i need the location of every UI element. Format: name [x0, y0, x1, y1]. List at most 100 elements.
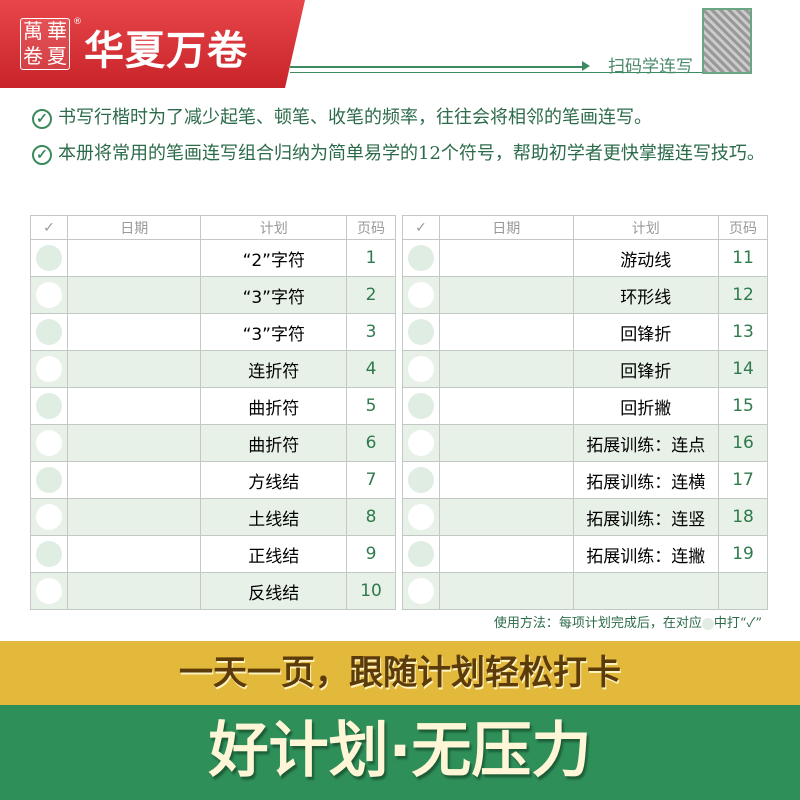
date-cell[interactable] [438, 313, 574, 351]
check-circle[interactable] [35, 319, 62, 345]
date-cell[interactable] [66, 498, 202, 536]
intro-item-text: 本册将常用的笔画连写组合归纳为简单易学的12个符号，帮助初学者更快掌握连写技巧。 [58, 143, 765, 164]
table-row: 回锋折 13 [402, 313, 768, 351]
table-row: 游动线 11 [402, 239, 768, 277]
table-row: 拓展训练：连点 16 [402, 424, 768, 462]
check-circle[interactable] [407, 319, 434, 345]
page-header: 页码 [718, 215, 768, 240]
check-cell[interactable] [30, 572, 68, 610]
check-circle[interactable] [407, 245, 434, 271]
date-cell[interactable] [66, 572, 202, 610]
qr-code[interactable] [702, 8, 752, 74]
date-cell[interactable] [438, 350, 574, 388]
date-cell[interactable] [66, 535, 202, 573]
divider [290, 72, 702, 73]
date-cell[interactable] [66, 387, 202, 425]
date-cell[interactable] [438, 239, 574, 277]
check-circle[interactable] [407, 504, 434, 530]
check-circle[interactable] [407, 467, 434, 493]
page-cell: 12 [718, 276, 768, 314]
plan-cell: 方线结 [200, 461, 348, 499]
check-circle[interactable] [407, 578, 434, 604]
registered-mark: ® [73, 17, 82, 27]
check-circle[interactable] [35, 393, 62, 419]
plan-cell: 曲折符 [200, 387, 348, 425]
check-circle[interactable] [35, 245, 62, 271]
plan-cell: 正线结 [200, 535, 348, 573]
page-cell: 9 [346, 535, 396, 573]
date-cell[interactable] [66, 350, 202, 388]
date-cell[interactable] [438, 572, 574, 610]
check-circle[interactable] [35, 578, 62, 604]
page-cell: 5 [346, 387, 396, 425]
check-cell[interactable] [402, 535, 440, 573]
check-cell[interactable] [402, 572, 440, 610]
check-cell[interactable] [30, 461, 68, 499]
check-cell[interactable] [30, 239, 68, 277]
check-circle-icon: ✓ [32, 109, 52, 129]
plan-cell: 回折撇 [572, 387, 720, 425]
check-cell[interactable] [402, 239, 440, 277]
check-cell[interactable] [402, 461, 440, 499]
check-circle[interactable] [407, 356, 434, 382]
date-cell[interactable] [66, 424, 202, 462]
check-cell[interactable] [402, 276, 440, 314]
check-circle[interactable] [35, 541, 62, 567]
date-cell[interactable] [438, 424, 574, 462]
check-circle[interactable] [407, 282, 434, 308]
check-cell[interactable] [402, 313, 440, 351]
date-cell[interactable] [66, 313, 202, 351]
check-cell[interactable] [30, 313, 68, 351]
table-row: 回折撇 15 [402, 387, 768, 425]
date-cell[interactable] [438, 461, 574, 499]
table-row: “2”字符 1 [30, 239, 396, 277]
date-cell[interactable] [438, 535, 574, 573]
table-row: 曲折符 5 [30, 387, 396, 425]
check-circle[interactable] [407, 393, 434, 419]
check-header: ✓ [402, 215, 440, 240]
date-cell[interactable] [438, 387, 574, 425]
date-cell[interactable] [66, 239, 202, 277]
page-cell: 18 [718, 498, 768, 536]
date-cell[interactable] [438, 498, 574, 536]
date-header: 日期 [438, 215, 574, 240]
plan-cell: 回锋折 [572, 313, 720, 351]
date-cell[interactable] [66, 461, 202, 499]
date-cell[interactable] [66, 276, 202, 314]
table-row: 回锋折 14 [402, 350, 768, 388]
plan-cell: 土线结 [200, 498, 348, 536]
check-cell[interactable] [402, 424, 440, 462]
plan-cell: 拓展训练：连点 [572, 424, 720, 462]
date-cell[interactable] [438, 276, 574, 314]
page-cell: 19 [718, 535, 768, 573]
check-cell[interactable] [30, 276, 68, 314]
table-row: 环形线 12 [402, 276, 768, 314]
table-row: 土线结 8 [30, 498, 396, 536]
page-cell: 14 [718, 350, 768, 388]
check-cell[interactable] [30, 387, 68, 425]
check-cell[interactable] [30, 498, 68, 536]
table-header: ✓ 日期 计划 页码 [30, 215, 396, 240]
check-circle[interactable] [35, 504, 62, 530]
plan-cell: 拓展训练：连横 [572, 461, 720, 499]
check-cell[interactable] [402, 350, 440, 388]
page-cell: 10 [346, 572, 396, 610]
brand-banner [0, 0, 305, 88]
check-circle[interactable] [407, 430, 434, 456]
table-row: 方线结 7 [30, 461, 396, 499]
check-circle[interactable] [35, 356, 62, 382]
plan-table-right: ✓ 日期 计划 页码 游动线 11 环形线 12 回锋折 13 回锋折 14 回折撇 15 拓展训练：连点 1… [402, 215, 768, 610]
page-cell: 17 [718, 461, 768, 499]
check-circle[interactable] [35, 467, 62, 493]
check-circle[interactable] [407, 541, 434, 567]
check-cell[interactable] [402, 387, 440, 425]
check-circle[interactable] [35, 282, 62, 308]
check-circle[interactable] [35, 430, 62, 456]
seal-char: 夏 [47, 44, 67, 68]
check-circle-icon: ✓ [32, 145, 52, 165]
check-cell[interactable] [30, 350, 68, 388]
check-cell[interactable] [402, 498, 440, 536]
check-cell[interactable] [30, 424, 68, 462]
plan-cell: 曲折符 [200, 424, 348, 462]
check-cell[interactable] [30, 535, 68, 573]
